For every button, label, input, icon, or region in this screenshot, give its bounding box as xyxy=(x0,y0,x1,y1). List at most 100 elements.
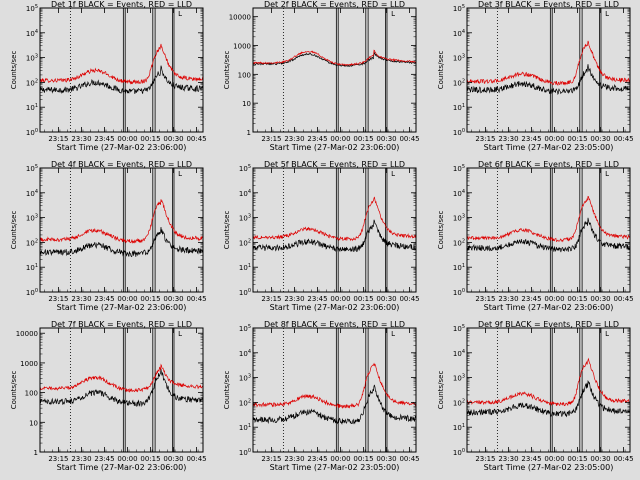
x-axis-label: Start Time (27-Mar-02 23:06:00) xyxy=(270,143,400,152)
x-tick-label: 00:00 xyxy=(544,455,564,463)
x-tick-label: 00:00 xyxy=(117,295,137,303)
y-axis-label: Counts/sec xyxy=(437,371,445,410)
x-tick-label: 23:45 xyxy=(94,295,114,303)
panel-title: Det 5f BLACK = Events, RED = LLD xyxy=(264,160,405,169)
flare-marker-label: L xyxy=(178,170,182,178)
x-tick-label: 23:15 xyxy=(48,455,68,463)
y-tick-label: 100 xyxy=(453,288,465,297)
x-axis-label: Start Time (27-Mar-02 23:06:00) xyxy=(57,463,187,472)
y-tick-label: 103 xyxy=(453,214,465,223)
y-tick-label: 105 xyxy=(26,4,38,13)
series-lld xyxy=(466,357,631,407)
y-tick-label: 103 xyxy=(453,54,465,63)
y-tick-label: 100 xyxy=(26,128,38,137)
series-lld xyxy=(252,362,417,409)
y-tick-label: 104 xyxy=(453,29,465,38)
y-tick-label: 10000 xyxy=(229,14,251,22)
series-lld xyxy=(39,363,204,393)
x-tick-label: 23:45 xyxy=(307,295,327,303)
y-tick-label: 100 xyxy=(26,288,38,297)
flare-marker-label: L xyxy=(391,10,395,18)
plot-frame xyxy=(252,167,417,293)
series-events xyxy=(39,368,204,408)
x-tick-label: 23:15 xyxy=(48,295,68,303)
x-tick-label: 23:30 xyxy=(284,295,304,303)
series-lld xyxy=(252,196,417,242)
x-tick-label: 23:15 xyxy=(261,295,281,303)
y-axis-label: Counts/sec xyxy=(223,371,231,410)
x-tick-label: 00:30 xyxy=(590,295,610,303)
y-tick-label: 105 xyxy=(453,164,465,173)
y-tick-label: 101 xyxy=(239,423,251,432)
plot-frame xyxy=(466,7,631,133)
series-events xyxy=(466,217,631,253)
x-tick-label: 23:15 xyxy=(261,135,281,143)
y-tick-label: 105 xyxy=(453,324,465,333)
x-axis-label: Start Time (27-Mar-02 23:05:00) xyxy=(484,143,614,152)
y-tick-label: 101 xyxy=(453,423,465,432)
y-axis-label: Counts/sec xyxy=(10,211,18,250)
plot-frame xyxy=(252,7,417,133)
y-axis-label: Counts/sec xyxy=(223,51,231,90)
y-tick-label: 100 xyxy=(239,448,251,457)
y-tick-label: 101 xyxy=(453,263,465,272)
y-tick-label: 105 xyxy=(239,164,251,173)
x-tick-label: 00:00 xyxy=(330,135,350,143)
series-events xyxy=(466,380,631,418)
x-tick-label: 00:30 xyxy=(163,135,183,143)
x-tick-label: 23:30 xyxy=(284,135,304,143)
y-axis-label: Counts/sec xyxy=(437,211,445,250)
panel-title: Det 6f BLACK = Events, RED = LLD xyxy=(478,160,619,169)
panel-title: Det 4f BLACK = Events, RED = LLD xyxy=(51,160,192,169)
y-tick-label: 100 xyxy=(238,71,251,79)
y-tick-label: 102 xyxy=(239,238,251,247)
x-tick-label: 23:30 xyxy=(71,295,91,303)
x-tick-label: 00:45 xyxy=(399,295,419,303)
y-tick-label: 102 xyxy=(26,78,38,87)
y-axis-label: Counts/sec xyxy=(437,51,445,90)
x-tick-label: 00:30 xyxy=(376,455,396,463)
y-tick-label: 1000 xyxy=(233,43,251,51)
y-tick-label: 1000 xyxy=(20,360,38,368)
series-events xyxy=(252,384,417,425)
y-axis-label: Counts/sec xyxy=(10,371,18,410)
x-tick-label: 23:30 xyxy=(71,455,91,463)
y-tick-label: 103 xyxy=(453,374,465,383)
flare-marker-label: L xyxy=(391,330,395,338)
x-tick-label: 23:45 xyxy=(307,135,327,143)
x-tick-label: 23:30 xyxy=(284,455,304,463)
flare-marker-label: L xyxy=(605,170,609,178)
x-tick-label: 23:15 xyxy=(48,135,68,143)
x-tick-label: 23:15 xyxy=(475,455,495,463)
x-tick-label: 00:15 xyxy=(353,455,373,463)
panel-title: Det 2f BLACK = Events, RED = LLD xyxy=(264,0,405,9)
y-tick-label: 10 xyxy=(242,100,251,108)
y-tick-label: 101 xyxy=(239,263,251,272)
y-tick-label: 104 xyxy=(26,189,38,198)
x-tick-label: 00:15 xyxy=(140,135,160,143)
y-axis-label: Counts/sec xyxy=(223,211,231,250)
x-tick-label: 23:30 xyxy=(498,295,518,303)
x-tick-label: 00:00 xyxy=(544,135,564,143)
y-tick-label: 104 xyxy=(239,189,251,198)
x-axis-label: Start Time (27-Mar-02 23:06:00) xyxy=(270,303,400,312)
x-tick-label: 00:45 xyxy=(399,135,419,143)
x-tick-label: 23:15 xyxy=(475,135,495,143)
plot-frame xyxy=(252,327,417,453)
y-tick-label: 1 xyxy=(247,129,251,137)
x-tick-label: 23:15 xyxy=(475,295,495,303)
flare-marker-label: L xyxy=(391,170,395,178)
y-tick-label: 100 xyxy=(453,448,465,457)
y-tick-label: 104 xyxy=(26,29,38,38)
flare-marker-label: L xyxy=(178,10,182,18)
x-tick-label: 00:30 xyxy=(590,135,610,143)
y-tick-label: 101 xyxy=(453,103,465,112)
panel-title: Det 1f BLACK = Events, RED = LLD xyxy=(51,0,192,9)
y-tick-label: 103 xyxy=(26,54,38,63)
y-tick-label: 105 xyxy=(26,164,38,173)
